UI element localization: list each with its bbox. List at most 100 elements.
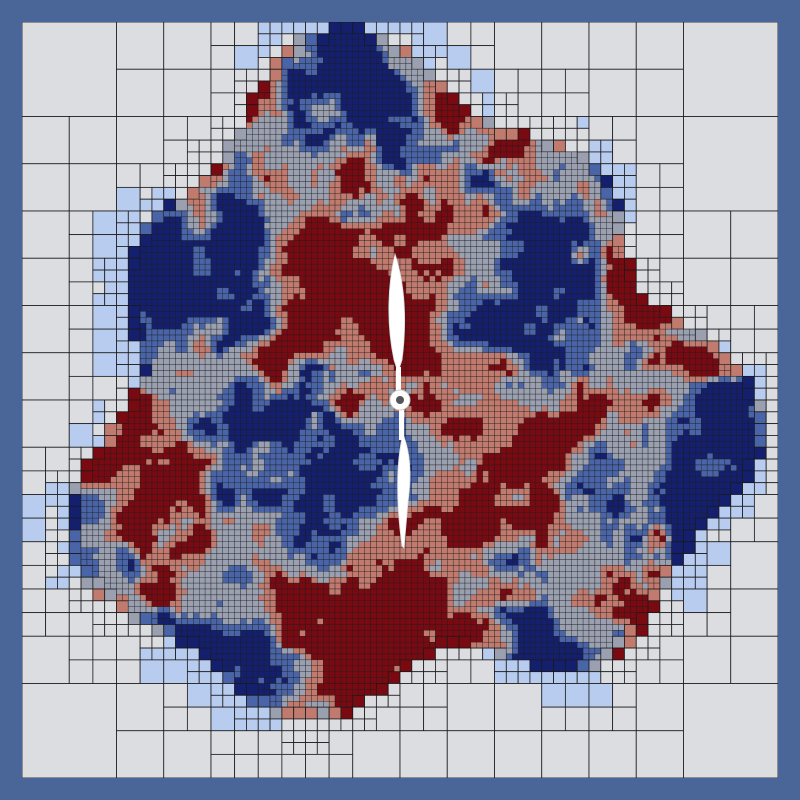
mesh-cell <box>151 269 159 277</box>
mesh-cell <box>104 464 111 472</box>
mesh-cell <box>128 512 135 519</box>
mesh-cell <box>116 482 123 489</box>
mesh-cell <box>370 187 377 194</box>
mesh-cell <box>405 163 412 170</box>
mesh-cell <box>258 252 265 259</box>
mesh-cell <box>275 346 283 353</box>
mesh-cell <box>252 128 259 135</box>
mesh-cell <box>186 647 200 661</box>
mesh-cell <box>305 346 312 353</box>
mesh-cell <box>157 299 164 306</box>
mesh-cell <box>293 435 300 442</box>
mesh-cell <box>222 500 229 507</box>
mesh-cell <box>411 104 418 111</box>
mesh-cell <box>175 452 182 460</box>
mesh-cell <box>358 134 365 141</box>
mesh-cell <box>393 80 401 88</box>
mesh-cell <box>281 689 288 696</box>
mesh-cell <box>181 299 188 306</box>
mesh-cell <box>417 145 424 153</box>
mesh-cell <box>68 458 82 472</box>
mesh-cell <box>358 393 365 401</box>
mesh-cell <box>234 139 241 147</box>
mesh-cell <box>210 216 218 223</box>
mesh-cell <box>358 80 365 88</box>
mesh-cell <box>275 181 283 188</box>
mesh-cell <box>287 104 294 111</box>
mesh-cell <box>305 151 312 159</box>
mesh-cell <box>181 600 188 607</box>
mesh-cell <box>246 482 253 489</box>
mesh-cell <box>281 210 288 218</box>
mesh-cell <box>92 458 99 466</box>
mesh-cell <box>305 512 312 519</box>
mesh-cell <box>488 139 495 147</box>
mesh-cell <box>376 323 383 330</box>
mesh-cell <box>163 305 170 312</box>
mesh-cell <box>299 376 306 383</box>
mesh-cell <box>187 311 194 318</box>
mesh-cell <box>175 635 188 649</box>
mesh-cell <box>370 612 377 619</box>
mesh-cell <box>281 594 288 601</box>
mesh-cell <box>370 281 377 288</box>
mesh-cell <box>92 464 99 472</box>
mesh-cell <box>116 375 129 389</box>
mesh-cell <box>311 175 318 182</box>
mesh-cell <box>435 134 442 141</box>
mesh-cell <box>257 68 271 82</box>
mesh-cell <box>228 606 235 613</box>
mesh-cell <box>98 541 105 548</box>
mesh-cell <box>388 423 395 430</box>
mesh-cell <box>346 98 353 105</box>
mesh-cell <box>204 606 212 613</box>
mesh-cell <box>193 269 200 277</box>
mesh-cell <box>364 175 371 182</box>
mesh-cell <box>210 181 218 188</box>
mesh-cell <box>263 600 271 607</box>
mesh-cell <box>299 701 306 708</box>
mesh-cell <box>116 571 123 578</box>
mesh-cell <box>281 340 288 348</box>
mesh-cell <box>139 186 153 200</box>
mesh-cell <box>187 246 194 253</box>
mesh-cell <box>376 134 383 141</box>
mesh-cell <box>157 311 164 318</box>
mesh-cell <box>340 488 348 495</box>
mesh-cell <box>287 671 294 678</box>
mesh-cell <box>263 458 271 466</box>
mesh-cell <box>346 346 353 353</box>
mesh-cell <box>128 417 135 424</box>
mesh-cell <box>116 316 129 330</box>
mesh-cell <box>388 358 395 365</box>
mesh-cell <box>423 110 430 117</box>
mesh-cell <box>311 252 318 259</box>
mesh-cell <box>323 222 330 229</box>
mesh-cell <box>228 441 235 448</box>
mesh-cell <box>370 134 377 141</box>
mesh-cell <box>393 175 401 182</box>
mesh-cell <box>104 269 117 283</box>
mesh-cell <box>311 600 318 607</box>
mesh-cell <box>134 541 141 548</box>
mesh-cell <box>393 69 401 76</box>
mesh-cell <box>287 145 294 153</box>
mesh-cell <box>181 470 188 477</box>
mesh-cell <box>346 376 353 383</box>
mesh-cell <box>151 482 159 489</box>
mesh-cell <box>258 181 265 188</box>
mesh-cell <box>258 340 265 348</box>
mesh-cell <box>210 382 218 389</box>
mesh-cell <box>222 423 229 430</box>
mesh-cell <box>317 134 324 141</box>
mesh-cell <box>334 529 342 537</box>
mesh-cell <box>311 565 318 572</box>
mesh-cell <box>323 523 330 531</box>
mesh-cell <box>275 252 283 259</box>
mesh-cell <box>334 340 342 348</box>
mesh-cell <box>222 618 229 625</box>
mesh-cell <box>258 193 265 200</box>
mesh-cell <box>287 630 294 637</box>
mesh-cell <box>80 600 94 614</box>
mesh-cell <box>305 104 312 111</box>
